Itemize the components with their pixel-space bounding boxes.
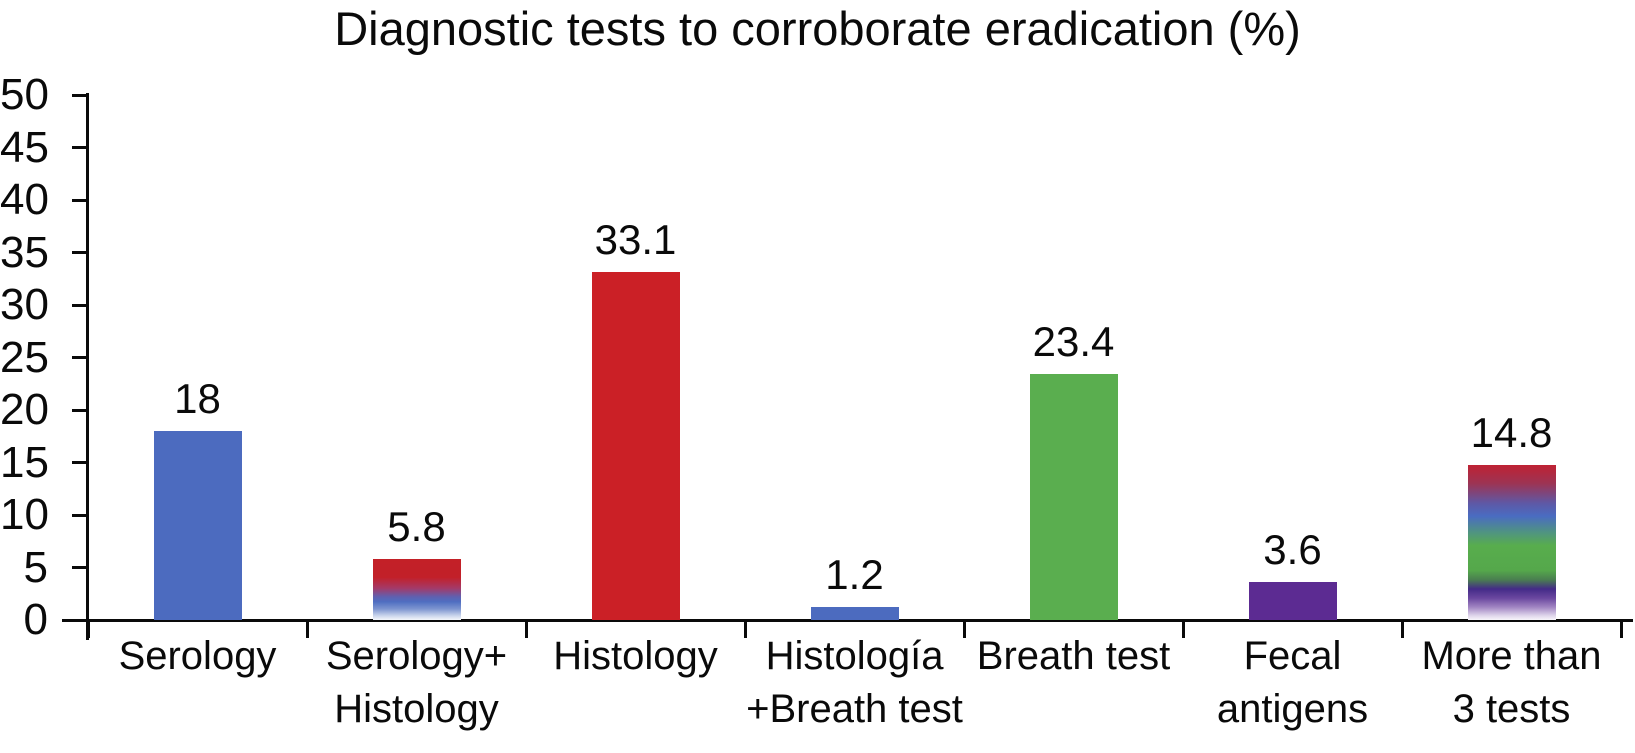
- y-axis-tick: [72, 303, 88, 307]
- bar: [1029, 374, 1118, 620]
- bar-value-label: 23.4: [1032, 318, 1115, 366]
- x-tick-label: Serology: [58, 630, 337, 683]
- bar: [810, 607, 899, 620]
- bar: [1248, 582, 1337, 620]
- x-tick-label: More than 3 tests: [1372, 630, 1635, 736]
- y-tick-label: 20: [0, 385, 49, 434]
- x-tick-label: Histología +Breath test: [715, 630, 994, 736]
- bar: [1467, 464, 1556, 620]
- y-axis-tick: [72, 513, 88, 517]
- x-tick-label: Fecal antigens: [1153, 630, 1432, 736]
- x-tick-label: Breath test: [934, 630, 1213, 683]
- bar: [153, 431, 242, 620]
- chart-title: Diagnostic tests to corroborate eradicat…: [334, 2, 1301, 55]
- y-axis-tick: [72, 251, 88, 254]
- y-tick-label: 0: [23, 595, 48, 644]
- y-axis-tick: [72, 461, 88, 464]
- x-tick-label-line: Histology: [553, 634, 718, 678]
- x-axis-tick: [86, 620, 90, 638]
- x-tick-label-line: +Breath test: [746, 687, 963, 731]
- x-tick-label-line: Histology: [334, 687, 499, 731]
- x-tick-label-line: Breath test: [976, 634, 1171, 678]
- y-tick-label: 35: [0, 227, 49, 277]
- x-tick-label-line: Fecal: [1243, 634, 1342, 678]
- x-axis-tick: [1181, 620, 1185, 638]
- y-axis-tick: [72, 198, 88, 202]
- y-axis-tick: [72, 408, 88, 412]
- y-tick-label: 45: [0, 122, 49, 172]
- y-tick-label: 5: [23, 542, 48, 592]
- x-axis-tick: [1619, 620, 1623, 638]
- x-tick-label-line: Serology+: [325, 634, 508, 678]
- y-tick-label: 25: [0, 332, 49, 382]
- x-axis-line: [62, 619, 1633, 622]
- bar-value-label: 5.8: [387, 503, 446, 551]
- bar-value-label: 14.8: [1470, 408, 1553, 456]
- bar: [591, 272, 680, 620]
- x-axis-tick: [743, 620, 747, 638]
- x-tick-label: Serology+ Histology: [277, 630, 556, 736]
- x-axis-tick: [305, 620, 309, 638]
- x-tick-label-line: antigens: [1216, 687, 1369, 731]
- x-axis-tick: [1400, 620, 1404, 638]
- y-axis-tick: [72, 146, 88, 149]
- x-tick-label: Histology: [496, 630, 775, 683]
- y-tick-label: 40: [0, 175, 49, 224]
- y-axis-line: [86, 93, 89, 640]
- y-axis-tick: [72, 566, 88, 569]
- x-tick-label-line: 3 tests: [1452, 687, 1571, 731]
- bar-value-label: 3.6: [1263, 526, 1322, 574]
- bar: [372, 559, 461, 620]
- y-tick-label: 30: [0, 280, 49, 329]
- x-axis-tick: [524, 620, 528, 638]
- bar-value-label: 18: [174, 375, 221, 422]
- y-axis-tick: [72, 356, 88, 359]
- y-tick-label: 10: [0, 490, 49, 539]
- bar-value-label: 1.2: [825, 551, 884, 599]
- y-axis-tick: [72, 93, 88, 97]
- y-tick-label: 15: [0, 437, 49, 487]
- y-tick-label: 50: [0, 70, 49, 119]
- bar-value-label: 33.1: [594, 216, 677, 264]
- x-tick-label-line: More than: [1421, 634, 1602, 678]
- x-axis-tick: [962, 620, 966, 638]
- x-tick-label-line: Histología: [765, 634, 944, 678]
- x-tick-label-line: Serology: [118, 634, 277, 678]
